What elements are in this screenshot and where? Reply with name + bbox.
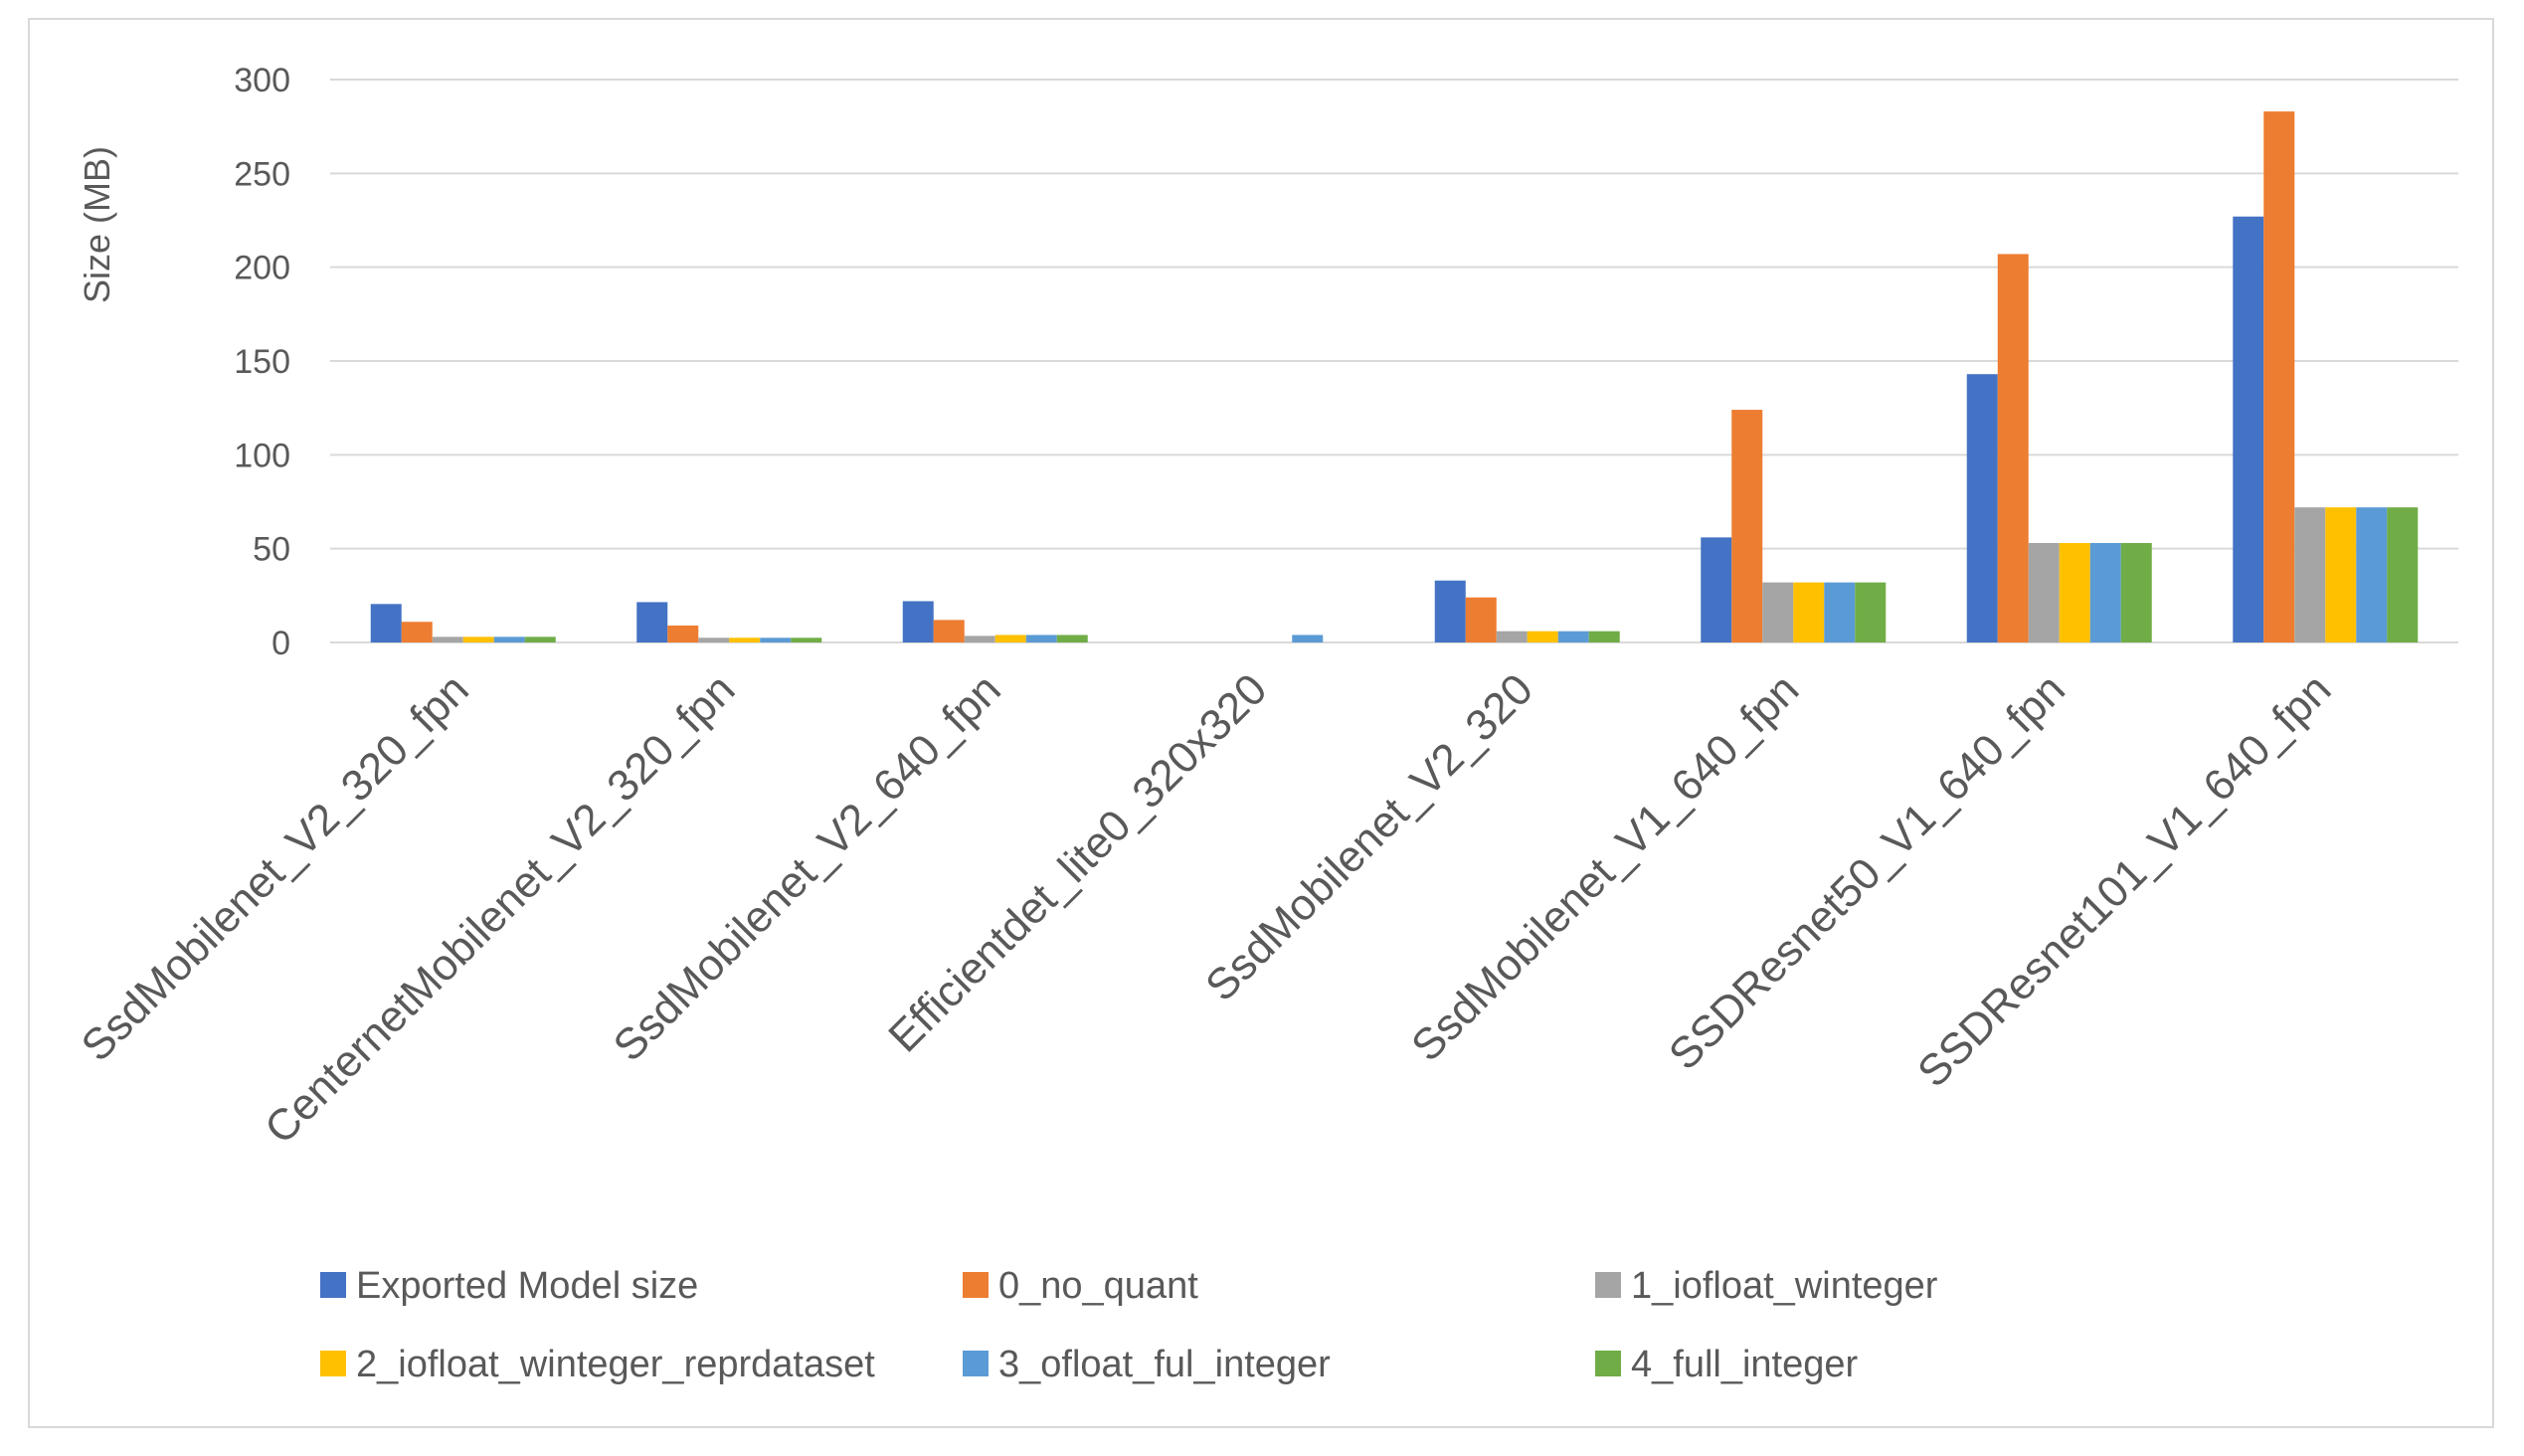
- bar: [2233, 216, 2264, 642]
- y-tick-label: 250: [234, 155, 290, 193]
- bar: [2294, 507, 2326, 642]
- chart-frame: 0 50 100 150 200 250 300 SsdMobilenet_V2_320_f…: [28, 18, 2494, 1428]
- bar: [636, 602, 668, 642]
- bar: [2387, 507, 2419, 642]
- y-tick-label: 0: [271, 625, 290, 662]
- bar: [1557, 631, 1589, 642]
- gridlines: [330, 79, 2458, 643]
- bar: [964, 636, 995, 642]
- legend-swatch: [963, 1351, 989, 1376]
- bar: [1025, 635, 1057, 642]
- bar: [1701, 537, 1732, 642]
- bar: [2325, 507, 2357, 642]
- bar: [432, 637, 463, 642]
- y-tick-label: 50: [253, 531, 290, 569]
- bar: [2059, 543, 2090, 642]
- legend-label: 0_no_quant: [998, 1265, 1198, 1307]
- bar: [524, 637, 556, 642]
- bar: [1824, 582, 1856, 642]
- legend-item: Exported Model size: [320, 1265, 698, 1307]
- bar: [1855, 582, 1887, 642]
- bar: [902, 601, 934, 642]
- bar: [1731, 410, 1763, 642]
- bar: [401, 622, 433, 642]
- bar: [1496, 631, 1528, 642]
- legend-item: 2_iofloat_winteger_reprdataset: [320, 1344, 875, 1385]
- bar: [791, 637, 822, 642]
- legend-label: Exported Model size: [356, 1265, 698, 1307]
- x-category-label: SSDResnet101_V1_640_fpn: [1908, 664, 2340, 1096]
- bar: [1465, 597, 1497, 642]
- bar: [1434, 580, 1466, 642]
- bar: [2089, 543, 2121, 642]
- legend-item: 4_full_integer: [1595, 1344, 1859, 1385]
- bar: [1997, 254, 2029, 642]
- x-category-label: CenternetMobilenet_V2_320_fpn: [256, 664, 744, 1153]
- legend-item: 1_iofloat_winteger: [1595, 1265, 1938, 1307]
- bar: [729, 637, 761, 642]
- bar: [462, 637, 494, 642]
- legend-label: 4_full_integer: [1631, 1344, 1859, 1385]
- legend-swatch: [320, 1351, 346, 1376]
- x-axis-category-labels: SsdMobilenet_V2_320_fpnCenternetMobilene…: [73, 664, 2341, 1153]
- y-axis-title: Size (MB): [77, 146, 117, 303]
- legend-label: 2_iofloat_winteger_reprdataset: [356, 1344, 875, 1385]
- bar: [2356, 507, 2388, 642]
- bars: [370, 111, 2419, 642]
- legend-label: 1_iofloat_winteger: [1631, 1265, 1938, 1307]
- bar: [1966, 374, 1998, 642]
- bar: [1056, 635, 1088, 642]
- legend: Exported Model size 0_no_quant 1_iofloat_w…: [320, 1265, 1938, 1385]
- legend-item: 0_no_quant: [963, 1265, 1198, 1307]
- bar: [1762, 582, 1794, 642]
- bar: [1793, 582, 1825, 642]
- bar: [370, 604, 402, 642]
- bar: [933, 620, 965, 642]
- legend-swatch: [963, 1272, 989, 1298]
- bar: [1292, 635, 1324, 642]
- legend-item: 3_ofloat_ful_integer: [963, 1344, 1331, 1385]
- bar: [760, 637, 792, 642]
- bar: [2120, 543, 2152, 642]
- y-tick-label: 150: [234, 343, 290, 381]
- bar: [2028, 543, 2060, 642]
- chart-area: 0 50 100 150 200 250 300 SsdMobilenet_V2_320_f…: [73, 62, 2458, 1385]
- legend-label: 3_ofloat_ful_integer: [998, 1344, 1331, 1385]
- bar: [1527, 631, 1558, 642]
- y-tick-label: 300: [234, 62, 290, 99]
- bar: [1588, 631, 1620, 642]
- y-axis-ticks: 0 50 100 150 200 250 300: [234, 62, 290, 662]
- bar: [493, 637, 525, 642]
- legend-swatch: [1595, 1272, 1621, 1298]
- legend-swatch: [320, 1272, 346, 1298]
- bar: [2263, 111, 2295, 642]
- y-tick-label: 200: [234, 250, 290, 287]
- bar: [667, 626, 699, 642]
- y-tick-label: 100: [234, 437, 290, 474]
- legend-swatch: [1595, 1351, 1621, 1376]
- bar: [994, 635, 1026, 642]
- bar: [698, 637, 730, 642]
